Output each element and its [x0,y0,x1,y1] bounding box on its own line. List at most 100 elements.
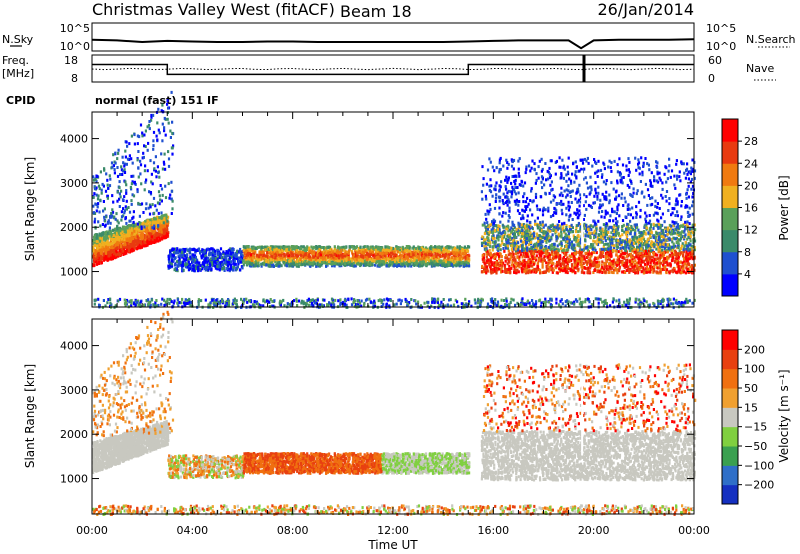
range-time-cell [114,242,117,246]
range-time-cell [435,260,438,264]
range-time-cell [131,161,134,165]
range-time-cell [126,234,129,238]
range-time-cell [95,240,98,244]
range-time-cell [95,233,99,237]
range-time-cell [147,123,151,127]
range-time-cell [281,258,284,262]
range-time-cell [140,225,143,229]
range-time-cell [218,265,221,269]
range-time-cell [95,253,98,257]
range-time-cell [131,180,134,184]
range-time-cell [122,253,125,256]
range-time-cell [124,217,127,221]
range-time-cell [162,229,166,233]
range-time-cell [95,250,98,254]
range-time-cell [428,262,431,266]
range-time-cell [250,245,253,249]
range-time-cell [146,235,149,239]
range-time-cell [272,249,276,253]
freq-unit-label: [MHz] [2,67,34,80]
range-time-cell [111,255,114,259]
range-time-cell [151,226,154,230]
range-time-cell [315,245,318,248]
range-time-cell [130,202,133,206]
range-time-cell [100,249,104,252]
range-time-cell [110,242,113,246]
range-time-cell [347,253,350,257]
range-time-cell [166,232,169,236]
range-time-cell [108,230,111,234]
range-time-cell [301,263,304,267]
range-time-cell [375,260,378,264]
range-time-cell [158,194,161,198]
range-time-cell [351,250,354,253]
range-time-cell [125,251,128,255]
range-time-cell [347,257,350,261]
range-time-cell [117,221,120,225]
range-time-cell [139,203,142,206]
range-time-cell [343,254,346,258]
range-time-cell [106,239,109,243]
range-time-cell [142,238,145,242]
range-time-cell [150,115,153,119]
range-time-cell [287,257,290,260]
range-time-cell [94,234,97,238]
range-time-cell [196,249,199,252]
range-time-cell [222,250,225,254]
range-time-cell [210,259,213,263]
range-time-cell [468,254,471,258]
range-time-cell [98,210,101,214]
range-time-cell [125,248,128,252]
range-time-cell [170,212,173,215]
range-time-cell [261,262,264,266]
range-time-cell [196,260,199,264]
range-time-cell [424,253,427,257]
range-time-cell [186,258,189,262]
range-time-cell [412,245,415,249]
range-time-cell [288,261,291,265]
range-time-cell [111,165,114,169]
range-time-cell [459,249,462,253]
nsearch-label: N.Search [746,33,796,46]
range-time-cell [247,248,250,252]
frequency-line [92,63,694,76]
range-time-cell [129,244,132,248]
range-time-cell [120,247,124,251]
range-time-cell [116,174,120,178]
range-time-cell [133,180,136,184]
range-time-cell [205,265,208,269]
range-time-cell [121,155,124,159]
range-time-cell [189,251,192,255]
range-time-cell [148,203,152,207]
range-time-cell [254,250,257,254]
range-time-cell [164,213,168,217]
range-time-cell [172,258,175,262]
range-time-cell [106,256,109,260]
range-time-cell [385,248,388,252]
range-time-cell [365,258,368,262]
range-time-cell [436,262,439,266]
range-time-cell [428,250,431,253]
range-time-cell [104,245,108,249]
range-time-cell [231,248,234,252]
range-time-cell [245,260,248,264]
range-time-cell [157,190,161,194]
range-time-cell [106,196,109,200]
range-time-cell [179,262,182,266]
range-time-cell [211,249,214,253]
range-time-cell [94,252,97,255]
range-time-cell [162,225,165,229]
range-time-cell [300,253,303,257]
range-time-cell [353,264,356,268]
range-time-cell [275,263,278,267]
range-time-cell [239,257,242,261]
range-time-cell [340,260,343,264]
range-time-cell [143,236,146,240]
range-time-cell [449,252,452,256]
range-time-cell [211,263,214,267]
range-time-cell [135,227,138,231]
range-time-cell [228,256,232,260]
range-time-cell [306,245,309,249]
range-time-cell [167,215,170,219]
